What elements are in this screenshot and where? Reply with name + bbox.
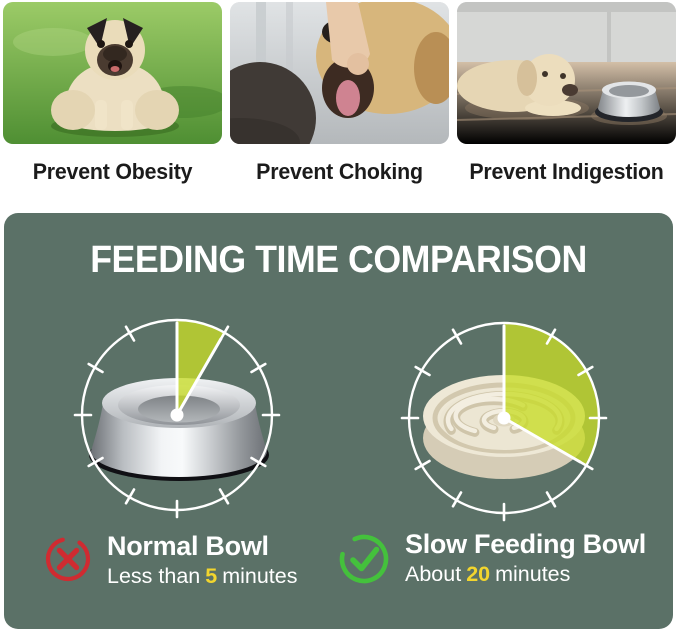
wedge-5-min bbox=[177, 320, 225, 415]
benefit-photo-indigestion bbox=[457, 2, 676, 144]
clock-normal-bowl bbox=[73, 318, 281, 519]
time-value: 20 bbox=[466, 562, 491, 586]
clock-center-dot bbox=[170, 408, 184, 422]
time-value: 5 bbox=[205, 564, 218, 588]
benefit-photo-obesity bbox=[3, 2, 222, 144]
verdict-slow-feeding-bowl: Slow Feeding Bowl About 20 minutes bbox=[336, 529, 646, 587]
benefit-caption-choking: Prevent Choking bbox=[256, 159, 423, 184]
mouth-check-illustration bbox=[230, 2, 449, 144]
clock-center-dot bbox=[497, 411, 511, 425]
comparison-panel: FEEDING TIME COMPARISON bbox=[4, 213, 673, 629]
clock-hands bbox=[502, 324, 582, 464]
benefit-caption-indigestion: Prevent Indigestion bbox=[469, 159, 664, 184]
pug-on-grass-illustration bbox=[3, 2, 222, 144]
dog-with-bowl-illustration bbox=[457, 2, 676, 144]
cross-icon bbox=[45, 536, 91, 582]
clock-slow-feeding-bowl bbox=[400, 321, 608, 522]
panel-title: FEEDING TIME COMPARISON bbox=[90, 239, 587, 281]
bowl-name: Normal Bowl bbox=[107, 531, 269, 561]
wedge-20-min bbox=[504, 323, 600, 466]
clock-dial bbox=[73, 318, 281, 519]
bowl-name: Slow Feeding Bowl bbox=[405, 529, 646, 559]
benefit-photo-choking bbox=[230, 2, 449, 144]
benefit-caption-obesity: Prevent Obesity bbox=[32, 159, 193, 184]
bowl-time: About 20 minutes bbox=[405, 562, 571, 586]
check-icon bbox=[339, 534, 389, 584]
clock-hands bbox=[175, 321, 223, 417]
clock-dial bbox=[400, 321, 608, 522]
verdict-normal-bowl: Normal Bowl Less than 5 minutes bbox=[42, 531, 298, 589]
bowl-time: Less than 5 minutes bbox=[107, 564, 298, 588]
